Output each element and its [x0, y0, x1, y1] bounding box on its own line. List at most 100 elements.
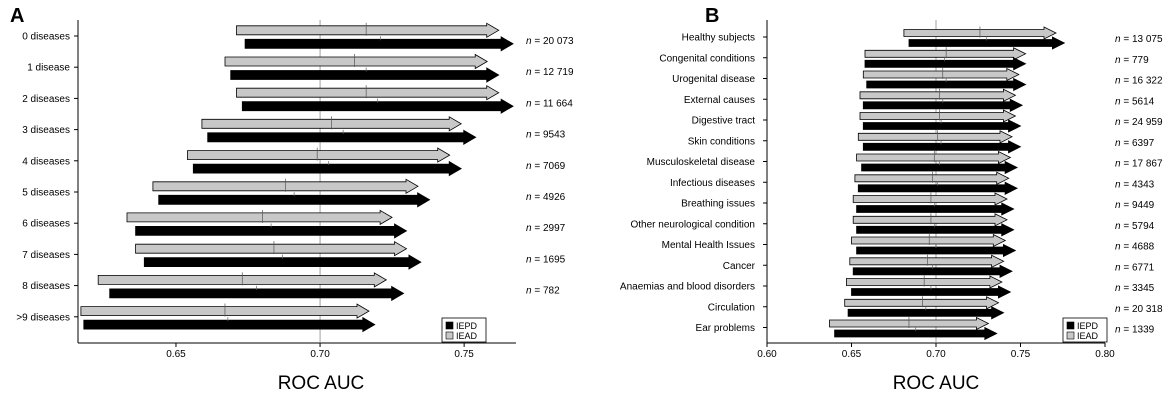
iepd-arrow [135, 223, 408, 239]
x-tick-label: 0.60 [757, 349, 777, 360]
legend-swatch-iepd [1066, 321, 1075, 330]
iepd-arrow [851, 285, 1012, 299]
iepd-arrow [83, 316, 376, 333]
n-count-label: n = 20 073 [526, 36, 574, 47]
n-prefix: n [526, 161, 532, 172]
category-label: 7 diseases [22, 250, 70, 261]
iead-arrow [864, 47, 1027, 61]
category-label: Anaemias and blood disorders [620, 282, 755, 293]
category-label: Cancer [723, 261, 756, 272]
x-tick-label: 0.75 [454, 349, 474, 360]
n-prefix: n [1115, 34, 1121, 45]
n-count-label: n = 4688 [1115, 242, 1155, 253]
x-tick-label: 0.70 [310, 349, 330, 360]
category-label: 3 diseases [22, 125, 70, 136]
iepd-arrow [834, 326, 998, 341]
iepd-arrow [847, 306, 1005, 320]
n-value: = 2997 [532, 223, 566, 234]
category-label: Urogenital disease [672, 74, 755, 85]
n-count-label: n = 20 318 [1115, 304, 1163, 315]
category-label: Infectious diseases [670, 178, 755, 189]
n-count-label: n = 1695 [526, 254, 566, 265]
n-prefix: n [1115, 179, 1121, 190]
n-prefix: n [526, 98, 532, 109]
n-value: = 20 073 [532, 36, 574, 47]
legend-swatch-iead [1066, 331, 1075, 340]
n-value: = 4688 [1121, 242, 1155, 253]
n-value: = 779 [1121, 55, 1150, 66]
n-count-label: n = 5794 [1115, 221, 1155, 232]
category-label: Digestive tract [692, 116, 756, 127]
n-count-label: n = 7069 [526, 161, 566, 172]
legend-label-iepd: IEPD [1077, 321, 1099, 331]
category-label: 4 diseases [22, 156, 70, 167]
iead-arrow [126, 209, 393, 226]
category-label: 6 diseases [22, 219, 70, 230]
category-label: Healthy subjects [682, 33, 755, 44]
n-count-label: n = 9543 [526, 130, 566, 141]
iepd-arrow [856, 223, 1015, 237]
n-value: = 782 [532, 286, 561, 297]
n-count-label: n = 24 959 [1115, 117, 1163, 128]
legend-label-iead: IEAD [456, 331, 478, 341]
n-prefix: n [1115, 304, 1121, 315]
category-label: Mental Health Issues [662, 240, 755, 251]
n-value: = 9449 [1121, 200, 1155, 211]
category-label: 1 disease [27, 63, 70, 74]
n-prefix: n [1115, 221, 1121, 232]
iepd-arrow [143, 254, 422, 270]
n-count-label: n = 5614 [1115, 96, 1155, 107]
iead-arrow [854, 171, 1010, 185]
iepd-arrow [866, 77, 1027, 92]
n-value: = 24 959 [1121, 117, 1163, 128]
x-axis-label: ROC AUC [278, 373, 365, 394]
category-label: Ear problems [696, 323, 755, 334]
n-prefix: n [1115, 200, 1121, 211]
category-label: Breathing issues [681, 199, 755, 210]
n-count-label: n = 9449 [1115, 200, 1155, 211]
category-label: Skin conditions [688, 136, 755, 147]
n-count-label: n = 782 [526, 286, 560, 297]
iead-arrow [187, 147, 451, 163]
iepd-arrow [158, 192, 431, 208]
panel-b: B 0.60 0.65 0.70 0.75 0.80 ROC AUC Healthy subj… [620, 5, 1163, 394]
x-tick-label: 0.75 [1011, 349, 1031, 360]
iead-arrow [862, 67, 1020, 82]
iepd-arrow [862, 140, 1022, 154]
category-label: External causes [684, 95, 755, 106]
iepd-arrow [244, 36, 514, 52]
n-prefix: n [526, 286, 532, 297]
n-value: = 13 075 [1121, 34, 1163, 45]
iepd-arrow [207, 129, 477, 145]
iead-arrow [224, 53, 488, 70]
iepd-arrow [192, 160, 462, 177]
n-value: = 7069 [532, 161, 566, 172]
iead-arrow [236, 22, 500, 38]
iepd-arrow [241, 98, 514, 114]
n-count-label: n = 3345 [1115, 283, 1155, 294]
category-label: Other neurological condition [630, 219, 755, 230]
n-count-label: n = 779 [1115, 55, 1149, 66]
legend-label-iepd: IEPD [456, 321, 478, 331]
n-prefix: n [526, 192, 532, 203]
category-label: 8 diseases [22, 281, 70, 292]
n-value: = 17 867 [1121, 159, 1163, 170]
iepd-arrow [862, 119, 1022, 133]
x-tick-label: 0.65 [842, 349, 862, 360]
n-value: = 9543 [532, 130, 566, 141]
n-value: = 5794 [1121, 221, 1155, 232]
iepd-arrow [862, 98, 1024, 112]
n-value: = 4343 [1121, 179, 1155, 190]
category-label: 0 diseases [22, 32, 70, 43]
category-label: Congenital conditions [659, 53, 755, 64]
n-value: = 6771 [1121, 262, 1155, 273]
iead-arrow [856, 150, 1012, 165]
iead-arrow [236, 85, 500, 101]
panel-letter-a: A [10, 5, 24, 27]
n-value: = 1339 [1121, 325, 1155, 336]
n-prefix: n [1115, 117, 1121, 128]
n-value: = 16 322 [1121, 76, 1163, 87]
iead-arrow [852, 213, 1008, 227]
n-value: = 20 318 [1121, 304, 1163, 315]
